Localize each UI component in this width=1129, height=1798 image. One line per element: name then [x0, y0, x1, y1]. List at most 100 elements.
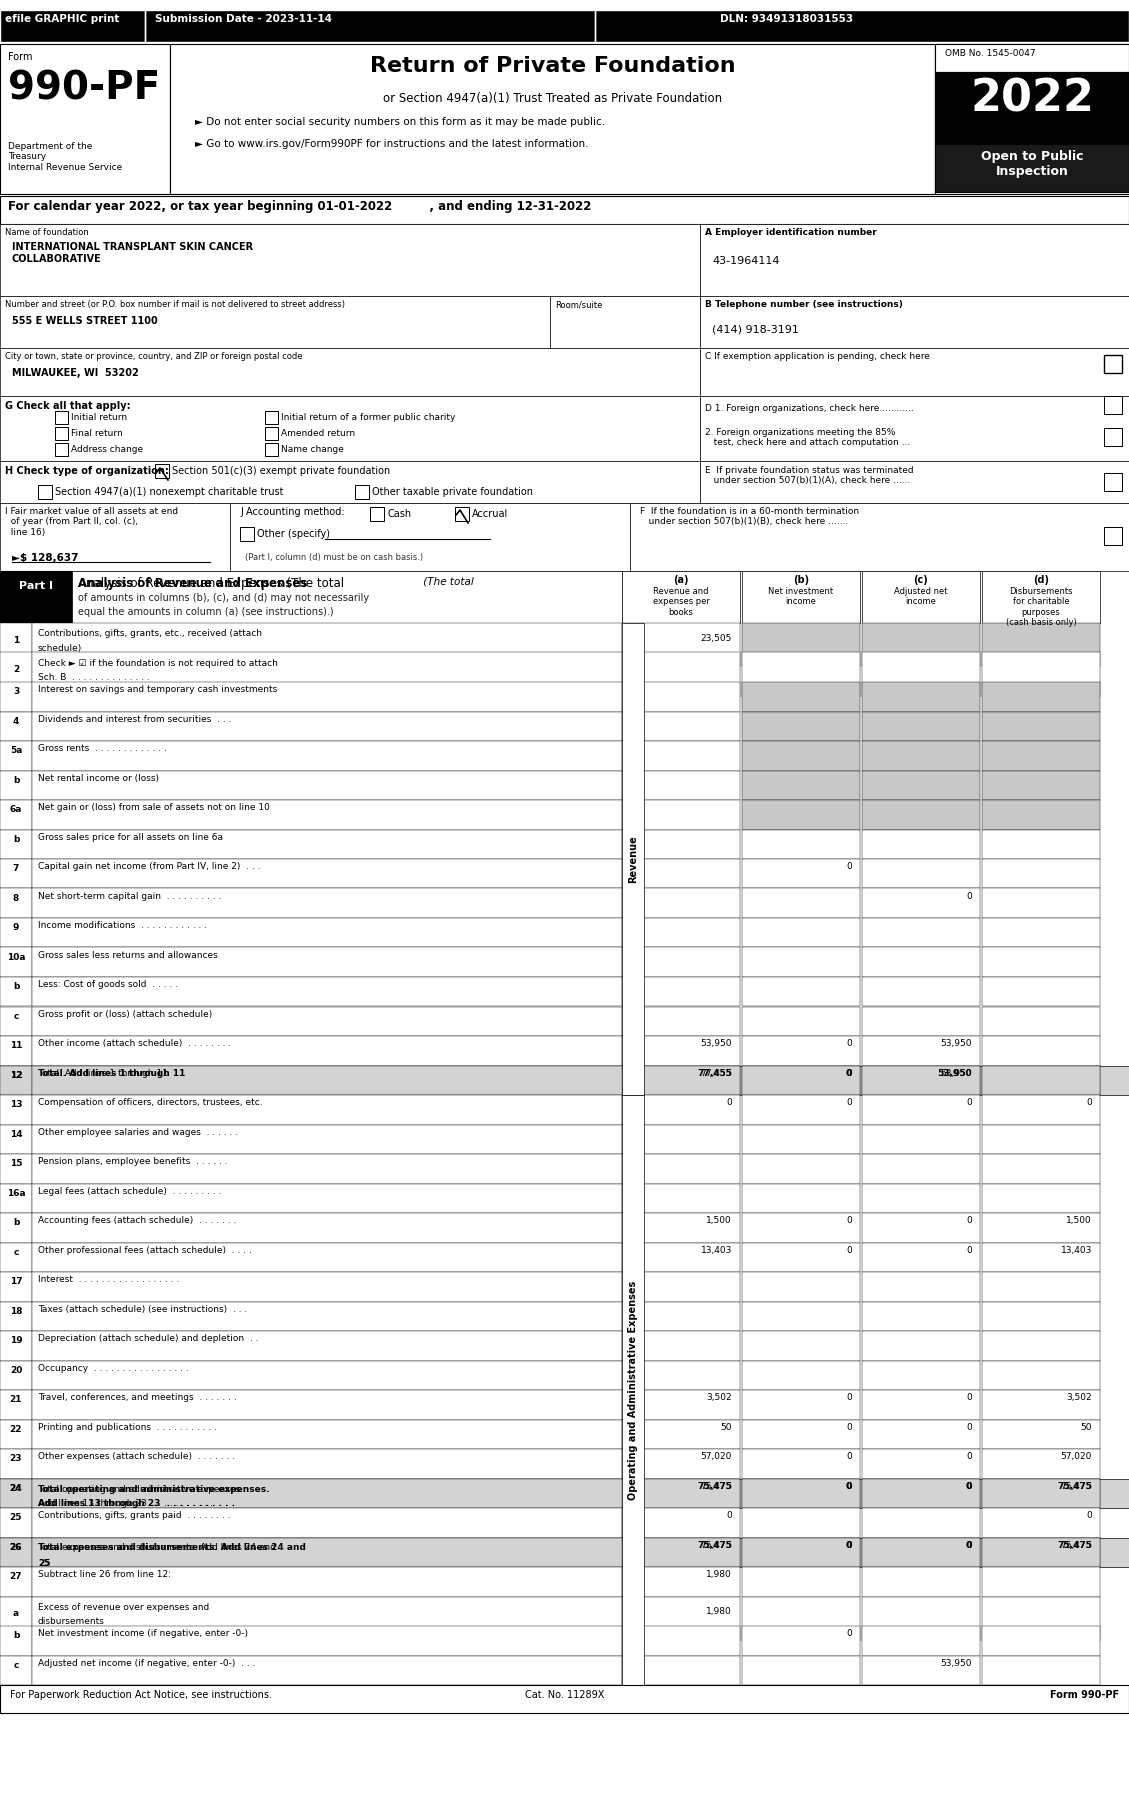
Text: Capital gain net income (from Part IV, line 2)  . . .: Capital gain net income (from Part IV, l…: [38, 863, 261, 872]
Text: (b): (b): [793, 575, 809, 584]
Bar: [982, 1449, 1100, 1478]
Bar: [0, 1419, 32, 1449]
Bar: [32, 771, 622, 800]
Text: For calendar year 2022, or tax year beginning 01-01-2022         , and ending 12: For calendar year 2022, or tax year begi…: [8, 200, 592, 212]
Text: 0: 0: [847, 1246, 852, 1255]
Text: Open to Public
Inspection: Open to Public Inspection: [981, 149, 1083, 178]
Bar: [622, 919, 739, 948]
Bar: [982, 1066, 1100, 1095]
Text: Name change: Name change: [281, 444, 344, 455]
Text: Section 501(c)(3) exempt private foundation: Section 501(c)(3) exempt private foundat…: [172, 466, 391, 476]
Text: Total. Add lines 1 through 11: Total. Add lines 1 through 11: [38, 1068, 168, 1077]
Text: Total. Add lines 1 through 11: Total. Add lines 1 through 11: [38, 1068, 185, 1077]
Bar: [622, 1656, 739, 1685]
Text: 0: 0: [847, 1393, 852, 1402]
Text: 0: 0: [847, 863, 852, 872]
Bar: [982, 1361, 1100, 1390]
Bar: [32, 1390, 622, 1419]
Bar: [622, 829, 739, 859]
Bar: [863, 859, 980, 888]
Bar: [863, 681, 980, 712]
Bar: [1104, 428, 1122, 446]
Bar: [0, 572, 72, 622]
Bar: [982, 1625, 1100, 1656]
Bar: [982, 572, 1100, 622]
Text: Travel, conferences, and meetings  . . . . . . .: Travel, conferences, and meetings . . . …: [38, 1393, 237, 1402]
Text: 0: 0: [966, 1482, 972, 1491]
Bar: [622, 1183, 739, 1214]
Text: Operating and Administrative Expenses: Operating and Administrative Expenses: [628, 1280, 638, 1500]
Text: equal the amounts in column (a) (see instructions).): equal the amounts in column (a) (see ins…: [78, 608, 334, 617]
Bar: [32, 1597, 622, 1642]
Bar: [863, 572, 980, 622]
Bar: [982, 1271, 1100, 1302]
Bar: [863, 771, 980, 800]
Text: 0: 0: [847, 1099, 852, 1108]
Text: MILWAUKEE, WI  53202: MILWAUKEE, WI 53202: [12, 369, 139, 378]
Text: 7: 7: [12, 865, 19, 874]
Bar: [0, 43, 170, 194]
Bar: [863, 1154, 980, 1183]
Text: 3,502: 3,502: [707, 1393, 732, 1402]
Bar: [742, 1124, 860, 1154]
Bar: [982, 919, 1100, 948]
Bar: [863, 888, 980, 919]
Text: 75,475: 75,475: [697, 1482, 732, 1491]
Text: or Section 4947(a)(1) Trust Treated as Private Foundation: or Section 4947(a)(1) Trust Treated as P…: [383, 92, 723, 104]
Bar: [863, 1390, 980, 1419]
Text: 75,475: 75,475: [1060, 1482, 1092, 1491]
Bar: [742, 712, 860, 741]
Bar: [742, 1449, 860, 1478]
Text: 50: 50: [1080, 1422, 1092, 1431]
Text: Excess of revenue over expenses and: Excess of revenue over expenses and: [38, 1602, 209, 1611]
Text: Disbursements
for charitable
purposes
(cash basis only): Disbursements for charitable purposes (c…: [1006, 586, 1076, 628]
Bar: [742, 1537, 860, 1568]
Bar: [982, 829, 1100, 859]
Bar: [32, 1361, 622, 1390]
Bar: [982, 741, 1100, 771]
Bar: [32, 1478, 622, 1509]
Text: 0: 0: [847, 1422, 852, 1431]
Bar: [32, 1154, 622, 1183]
Text: 0: 0: [966, 1215, 972, 1224]
Bar: [0, 712, 32, 741]
Text: 15: 15: [10, 1160, 23, 1169]
Bar: [0, 396, 700, 460]
Bar: [863, 1419, 980, 1449]
Bar: [863, 1537, 980, 1568]
Text: Net investment
income: Net investment income: [769, 586, 833, 606]
Text: 0: 0: [966, 1541, 972, 1550]
Bar: [32, 681, 622, 712]
Bar: [982, 1537, 1100, 1568]
Bar: [32, 1537, 622, 1568]
Bar: [622, 1478, 739, 1509]
Text: Net short-term capital gain  . . . . . . . . . .: Net short-term capital gain . . . . . . …: [38, 892, 221, 901]
Bar: [982, 1124, 1100, 1154]
Bar: [0, 1478, 32, 1509]
Bar: [240, 527, 254, 541]
Bar: [863, 1302, 980, 1331]
Bar: [622, 800, 739, 829]
Text: 0: 0: [1086, 1512, 1092, 1521]
Bar: [982, 1419, 1100, 1449]
Text: DLN: 93491318031553: DLN: 93491318031553: [720, 14, 854, 23]
Bar: [742, 1597, 860, 1642]
Bar: [72, 572, 622, 622]
Bar: [32, 919, 622, 948]
Bar: [622, 1066, 739, 1095]
Bar: [32, 1271, 622, 1302]
Bar: [0, 1242, 32, 1271]
Bar: [0, 948, 32, 976]
Bar: [622, 653, 739, 698]
Bar: [863, 1361, 980, 1390]
Bar: [32, 1095, 622, 1124]
Bar: [32, 1449, 622, 1478]
Text: Gross sales price for all assets on line 6a: Gross sales price for all assets on line…: [38, 832, 224, 841]
Bar: [935, 43, 1129, 194]
Bar: [0, 1066, 32, 1095]
Bar: [982, 1302, 1100, 1331]
Bar: [32, 1419, 622, 1449]
Bar: [155, 464, 169, 478]
Text: ► Do not enter social security numbers on this form as it may be made public.: ► Do not enter social security numbers o…: [195, 117, 605, 128]
Bar: [622, 888, 739, 919]
